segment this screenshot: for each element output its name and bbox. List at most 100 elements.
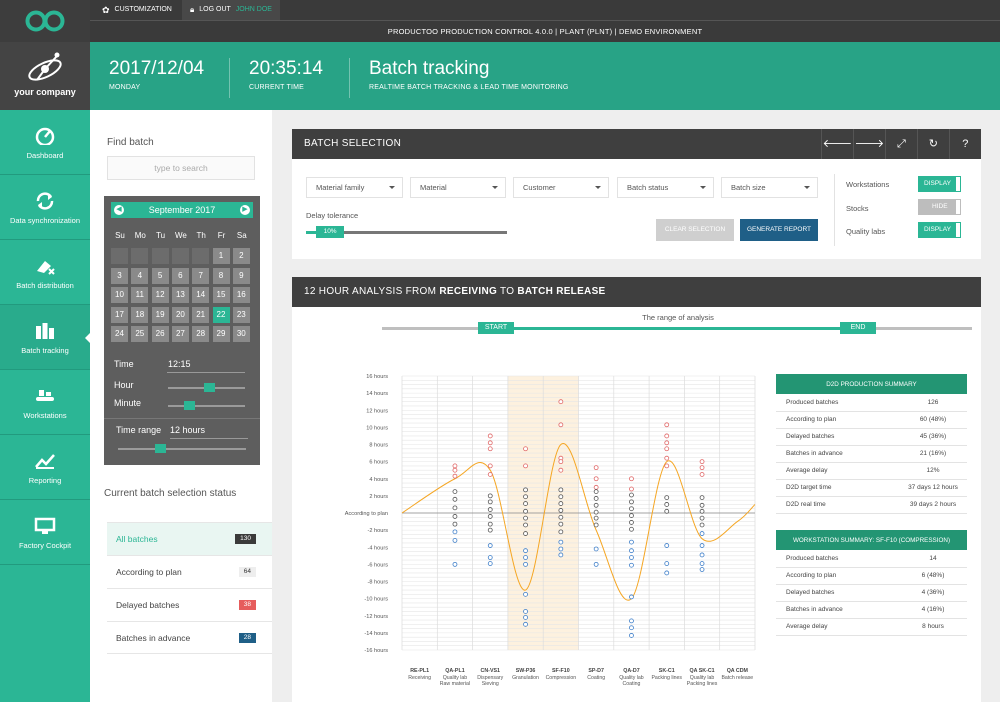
batch-point <box>593 561 599 567</box>
delay-tolerance-handle[interactable]: 10% <box>316 226 345 238</box>
y-tick-label: 2 hours <box>369 494 388 500</box>
nav-data-synchronization[interactable]: Data synchronization <box>0 175 90 240</box>
status-all-batches[interactable]: All batches 130 <box>107 522 272 555</box>
summary-label: D2D real time <box>776 496 899 514</box>
range-end-handle[interactable]: END <box>840 322 876 334</box>
calendar-day[interactable]: 8 <box>212 267 230 284</box>
hour-slider-handle[interactable] <box>203 383 215 392</box>
weekday-label: We <box>174 231 187 240</box>
calendar-day[interactable]: 14 <box>192 287 210 303</box>
filter-material[interactable]: Material <box>410 177 506 198</box>
calendar-day[interactable]: 9 <box>232 267 250 284</box>
status-batches-in-advance[interactable]: Batches in advance 28 <box>107 621 272 654</box>
calendar-day[interactable]: 16 <box>232 287 250 303</box>
minute-slider-track[interactable] <box>168 405 245 407</box>
toggle-workstations[interactable]: DISPLAY <box>918 176 961 192</box>
customization-link[interactable]: ✿ CUSTOMIZATION <box>102 0 172 20</box>
prev-month-icon[interactable]: ◀ <box>114 205 124 215</box>
calendar-day[interactable]: 20 <box>171 306 189 323</box>
filter-customer[interactable]: Customer <box>513 177 609 198</box>
time-range-slider-track[interactable] <box>118 448 246 450</box>
range-start-handle[interactable]: START <box>478 322 514 334</box>
logout-link[interactable]: 🔒︎ LOG OUT JOHN DOE <box>182 0 280 20</box>
batch-point <box>487 472 493 477</box>
batch-point <box>452 529 458 535</box>
calendar-day[interactable]: 24 <box>111 326 128 342</box>
generate-report-button[interactable]: GENERATE REPORT <box>740 219 818 241</box>
batch-point <box>452 473 458 479</box>
status-according-to-plan[interactable]: According to plan 64 <box>107 555 272 588</box>
calendar-day[interactable]: 28 <box>192 326 210 342</box>
count-badge: 38 <box>238 600 256 610</box>
calendar-day[interactable]: 6 <box>171 267 189 284</box>
nav-batch-distribution[interactable]: Batch distribution <box>0 240 90 305</box>
company-logo[interactable]: your company <box>0 42 90 110</box>
toggle-stocks[interactable]: HIDE <box>918 199 961 215</box>
calendar-day[interactable]: 17 <box>111 306 128 323</box>
calendar-day[interactable]: 12 <box>151 287 169 303</box>
batch-point <box>523 494 528 500</box>
calendar-day[interactable]: 3 <box>111 267 128 284</box>
calendar-day[interactable]: 18 <box>131 306 149 323</box>
batch-point <box>664 502 670 507</box>
calendar-day[interactable]: 26 <box>151 326 169 342</box>
batch-point <box>664 455 670 461</box>
calendar-day[interactable]: 23 <box>232 306 250 323</box>
time-range-slider-handle[interactable] <box>155 444 167 453</box>
nav-reporting[interactable]: Reporting <box>0 435 90 500</box>
calendar-day[interactable]: 5 <box>151 267 169 284</box>
weekday-label: Tu <box>156 231 166 240</box>
filter-material-family[interactable]: Material family <box>306 177 403 198</box>
calendar-day[interactable]: 21 <box>192 306 210 323</box>
calendar-day[interactable]: 15 <box>212 287 230 303</box>
batch-selection-title: BATCH SELECTION 🡐 🡒 ⤢ ↻ ? <box>292 129 981 159</box>
calendar-day[interactable]: 2 <box>232 248 250 264</box>
count-badge: 64 <box>238 567 256 577</box>
refresh-icon[interactable]: ↻ <box>917 129 949 159</box>
nav-workstations[interactable]: Workstations <box>0 370 90 435</box>
minute-slider-handle[interactable] <box>183 401 195 410</box>
batch-search-input[interactable]: type to search <box>107 156 255 180</box>
nav-dashboard[interactable]: Dashboard <box>0 110 90 175</box>
calendar-day[interactable]: 13 <box>171 287 189 303</box>
calendar-day[interactable]: 25 <box>131 326 149 342</box>
delay-tolerance-track[interactable] <box>306 231 507 234</box>
sync-icon <box>36 192 54 210</box>
batch-point <box>558 546 564 552</box>
help-icon[interactable]: ? <box>949 129 981 159</box>
filter-batch-status[interactable]: Batch status <box>617 177 714 198</box>
calendar-day[interactable]: 11 <box>131 287 149 303</box>
batch-point <box>699 567 705 572</box>
calendar-day[interactable]: 30 <box>232 326 250 342</box>
calendar-day[interactable]: 10 <box>111 287 128 303</box>
batch-point <box>629 555 634 560</box>
clear-selection-button[interactable]: CLEAR SELECTION <box>656 219 734 241</box>
batch-point <box>523 508 528 514</box>
next-month-icon[interactable]: ▶ <box>240 205 250 215</box>
summary-value: 45 (36%) <box>899 428 967 446</box>
y-tick-label: 14 hours <box>366 391 388 397</box>
filter-batch-size[interactable]: Batch size <box>721 177 818 198</box>
calendar-day[interactable]: 22 <box>212 306 230 323</box>
toggle-quality-labs[interactable]: DISPLAY <box>918 222 961 238</box>
calendar-day[interactable]: 7 <box>192 267 210 284</box>
nav-factory-cockpit[interactable]: Factory Cockpit <box>0 500 90 565</box>
status-delayed-batches[interactable]: Delayed batches 38 <box>107 588 272 621</box>
batch-point <box>593 509 599 515</box>
app-logo[interactable] <box>0 0 90 42</box>
nav-batch-tracking[interactable]: Batch tracking <box>0 305 91 370</box>
y-tick-label: 16 hours <box>366 374 388 380</box>
batch-point <box>664 495 670 500</box>
forward-arrow-icon[interactable]: 🡒 <box>853 129 885 159</box>
calendar-day[interactable]: 27 <box>171 326 189 342</box>
batch-point <box>629 476 634 482</box>
calendar-day[interactable]: 1 <box>212 248 230 264</box>
summary-value: 39 days 2 hours <box>899 496 967 514</box>
calendar-day[interactable]: 4 <box>131 267 149 284</box>
back-arrow-icon[interactable]: 🡐 <box>821 129 853 159</box>
calendar-day[interactable]: 19 <box>151 306 169 323</box>
calendar-day[interactable]: 29 <box>212 326 230 342</box>
batch-point <box>452 463 458 469</box>
batch-point <box>558 487 564 493</box>
fullscreen-icon[interactable]: ⤢ <box>885 129 917 159</box>
